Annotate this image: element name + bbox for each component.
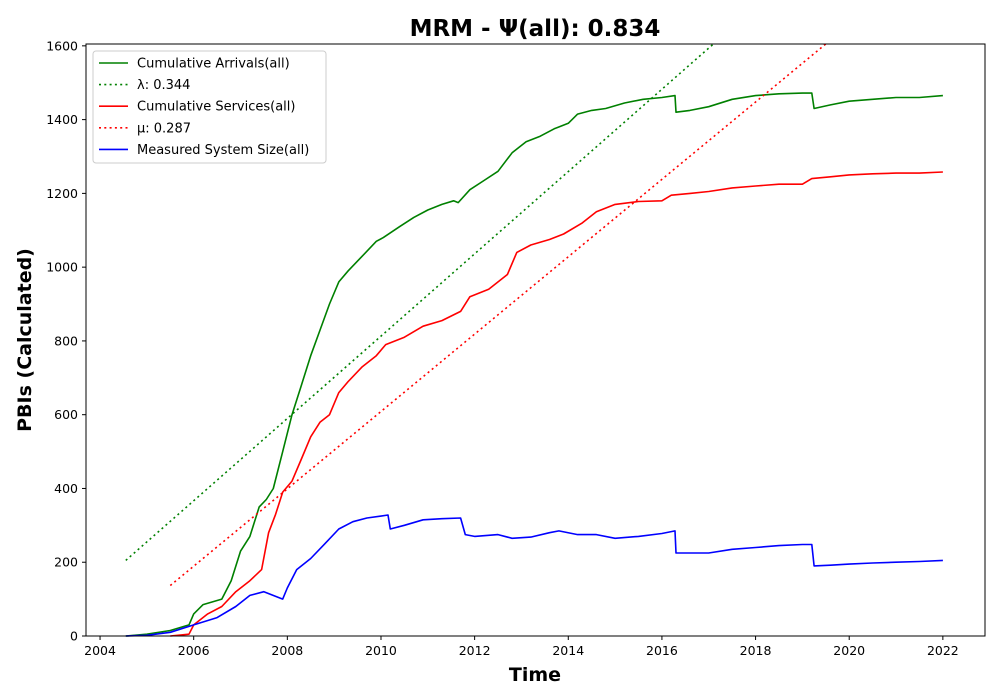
y-tick-label: 1400: [46, 112, 78, 127]
legend-box: [92, 50, 327, 164]
x-axis-title: Time: [509, 664, 561, 686]
x-tick-label: 2012: [459, 643, 491, 658]
series-line-3: [169, 43, 827, 587]
x-tick-label: 2016: [646, 643, 678, 658]
x-tick-label: 2006: [178, 643, 210, 658]
y-tick-label: 400: [54, 481, 78, 496]
y-tick-label: 1600: [46, 38, 78, 53]
plot-frame: [85, 43, 986, 637]
series-line-0: [125, 92, 943, 637]
legend-label-0: Cumulative Arrivals(all): [137, 57, 290, 72]
y-axis-title: PBIs (Calculated): [14, 248, 36, 432]
x-tick-label: 2008: [271, 643, 303, 658]
legend-label-4: Measured System Size(all): [137, 143, 309, 158]
x-tick-label: 2014: [552, 643, 584, 658]
series-line-4: [125, 514, 943, 637]
y-tick-label: 1200: [46, 186, 78, 201]
y-tick-label: 600: [54, 407, 78, 422]
chart-title: MRM - Ψ(all): 0.834: [410, 16, 661, 42]
y-tick-label: 800: [54, 333, 78, 348]
x-tick-label: 2018: [740, 643, 772, 658]
y-tick-label: 1000: [46, 260, 78, 275]
x-tick-label: 2022: [927, 643, 959, 658]
y-tick-label: 200: [54, 555, 78, 570]
series-layer: [125, 43, 943, 637]
x-tick-label: 2010: [365, 643, 397, 658]
x-axis: 2004 2006 2008 2010 2012 2014 2016 2018 2020 2022: [84, 636, 959, 658]
legend: Cumulative Arrivals(all) λ: 0.344 Cumulati…: [92, 50, 327, 164]
x-tick-label: 2020: [833, 643, 865, 658]
y-axis: 0 200 400 600 800 1000 1200 1400 1600: [46, 38, 86, 644]
series-line-2: [170, 171, 943, 637]
y-tick-label: 0: [70, 629, 78, 644]
legend-label-1: λ: 0.344: [137, 78, 190, 93]
legend-label-2: Cumulative Services(all): [137, 100, 295, 115]
legend-label-3: μ: 0.287: [137, 121, 191, 136]
x-tick-label: 2004: [84, 643, 116, 658]
